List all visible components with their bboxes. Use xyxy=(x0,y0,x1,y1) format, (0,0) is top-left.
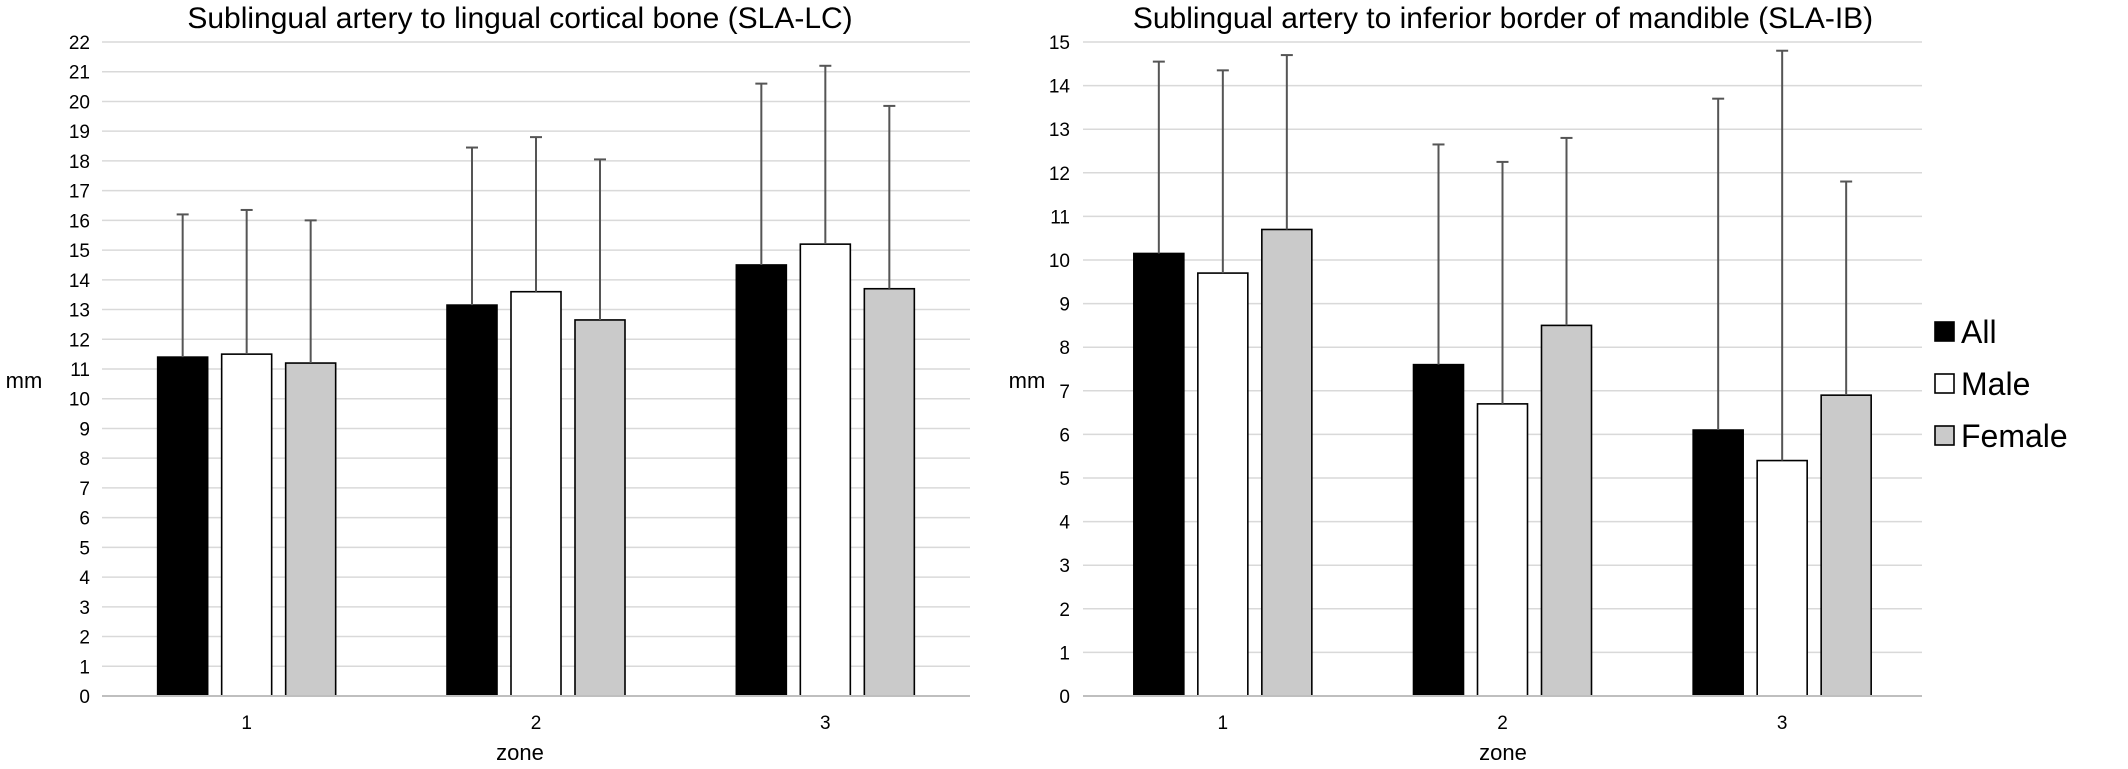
y-tick-label: 13 xyxy=(1049,120,1070,141)
legend-label: Male xyxy=(1961,366,2030,402)
chart-sla-lc: Sublingual artery to lingual cortical bo… xyxy=(6,2,970,765)
y-tick-label: 4 xyxy=(1059,513,1070,534)
y-tick-label: 5 xyxy=(79,538,90,559)
y-tick-label: 18 xyxy=(69,152,90,173)
y-tick-label: 10 xyxy=(1049,251,1070,272)
bar xyxy=(510,290,562,697)
legend-swatch xyxy=(1934,425,1955,446)
y-tick-label: 1 xyxy=(79,657,90,678)
bar xyxy=(735,264,788,697)
x-tick-label: 3 xyxy=(1777,713,1788,734)
y-tick-label: 3 xyxy=(79,598,90,619)
y-tick-label: 14 xyxy=(69,271,91,292)
bar xyxy=(574,319,626,697)
x-tick-label: 3 xyxy=(820,713,831,734)
y-tick-label: 13 xyxy=(69,301,90,322)
y-tick-label: 16 xyxy=(69,211,90,232)
y-tick-label: 17 xyxy=(69,182,90,203)
y-tick-label: 5 xyxy=(1059,469,1070,490)
legend-label: All xyxy=(1961,314,1997,350)
y-tick-label: 11 xyxy=(1050,207,1070,228)
y-tick-label: 6 xyxy=(79,509,90,530)
legend-swatch xyxy=(1934,321,1955,342)
y-tick-label: 9 xyxy=(79,419,90,440)
y-tick-label: 21 xyxy=(69,63,90,84)
y-tick-label: 0 xyxy=(79,687,90,708)
y-tick-label: 3 xyxy=(1059,556,1070,577)
y-axis-label: mm xyxy=(1009,368,1046,393)
x-axis-label: zone xyxy=(496,740,544,764)
bar xyxy=(1261,228,1313,697)
bar xyxy=(799,243,852,697)
bars xyxy=(156,243,916,697)
legend: All Male Female xyxy=(1934,314,2068,454)
bar xyxy=(446,304,498,697)
x-tick-label: 1 xyxy=(241,713,252,734)
bar xyxy=(1540,324,1593,697)
y-tick-label: 2 xyxy=(1059,600,1070,621)
bar xyxy=(1476,403,1529,697)
y-tick-label: 20 xyxy=(69,92,90,113)
y-tick-label: 12 xyxy=(69,330,90,351)
y-tick-label: 11 xyxy=(70,360,90,381)
chart-title: Sublingual artery to lingual cortical bo… xyxy=(187,2,852,35)
y-axis-label: mm xyxy=(6,368,43,393)
y-tick-label: 9 xyxy=(1059,295,1070,316)
chart-sla-ib: Sublingual artery to inferior border of … xyxy=(1009,2,1922,765)
y-tick-label: 10 xyxy=(69,390,90,411)
y-tick-label: 14 xyxy=(1049,77,1071,98)
x-tick-label: 2 xyxy=(1497,713,1508,734)
y-tick-label: 7 xyxy=(79,479,90,500)
bar xyxy=(1133,252,1185,697)
legend-swatch xyxy=(1934,373,1955,394)
error-bars xyxy=(176,64,896,364)
bar xyxy=(220,353,273,697)
bar xyxy=(1692,429,1744,697)
y-tick-label: 19 xyxy=(69,122,90,143)
y-tick-label: 22 xyxy=(69,33,90,54)
x-tick-label: 2 xyxy=(531,713,542,734)
y-tick-label: 15 xyxy=(69,241,90,262)
y-tick-label: 12 xyxy=(1049,164,1070,185)
y-tick-label: 6 xyxy=(1059,425,1070,446)
bar xyxy=(1412,363,1465,697)
bar xyxy=(284,362,337,697)
bar xyxy=(1820,394,1872,697)
x-axis-label: zone xyxy=(1479,740,1527,764)
y-tick-label: 1 xyxy=(1059,643,1070,664)
error-bars xyxy=(1152,49,1853,461)
y-tick-label: 15 xyxy=(1049,33,1070,54)
y-tick-label: 2 xyxy=(79,628,90,649)
bar xyxy=(1197,272,1249,697)
y-tick-label: 8 xyxy=(1059,338,1070,359)
x-tick-label: 1 xyxy=(1218,713,1229,734)
legend-label: Female xyxy=(1961,418,2068,454)
bars xyxy=(1133,228,1872,697)
y-tick-label: 8 xyxy=(79,449,90,470)
chart-title: Sublingual artery to inferior border of … xyxy=(1133,2,1873,35)
y-tick-label: 0 xyxy=(1059,687,1070,708)
bar xyxy=(156,356,209,697)
bar xyxy=(863,287,916,697)
y-tick-label: 4 xyxy=(79,568,90,589)
bar xyxy=(1756,459,1808,697)
y-tick-label: 7 xyxy=(1059,382,1070,403)
